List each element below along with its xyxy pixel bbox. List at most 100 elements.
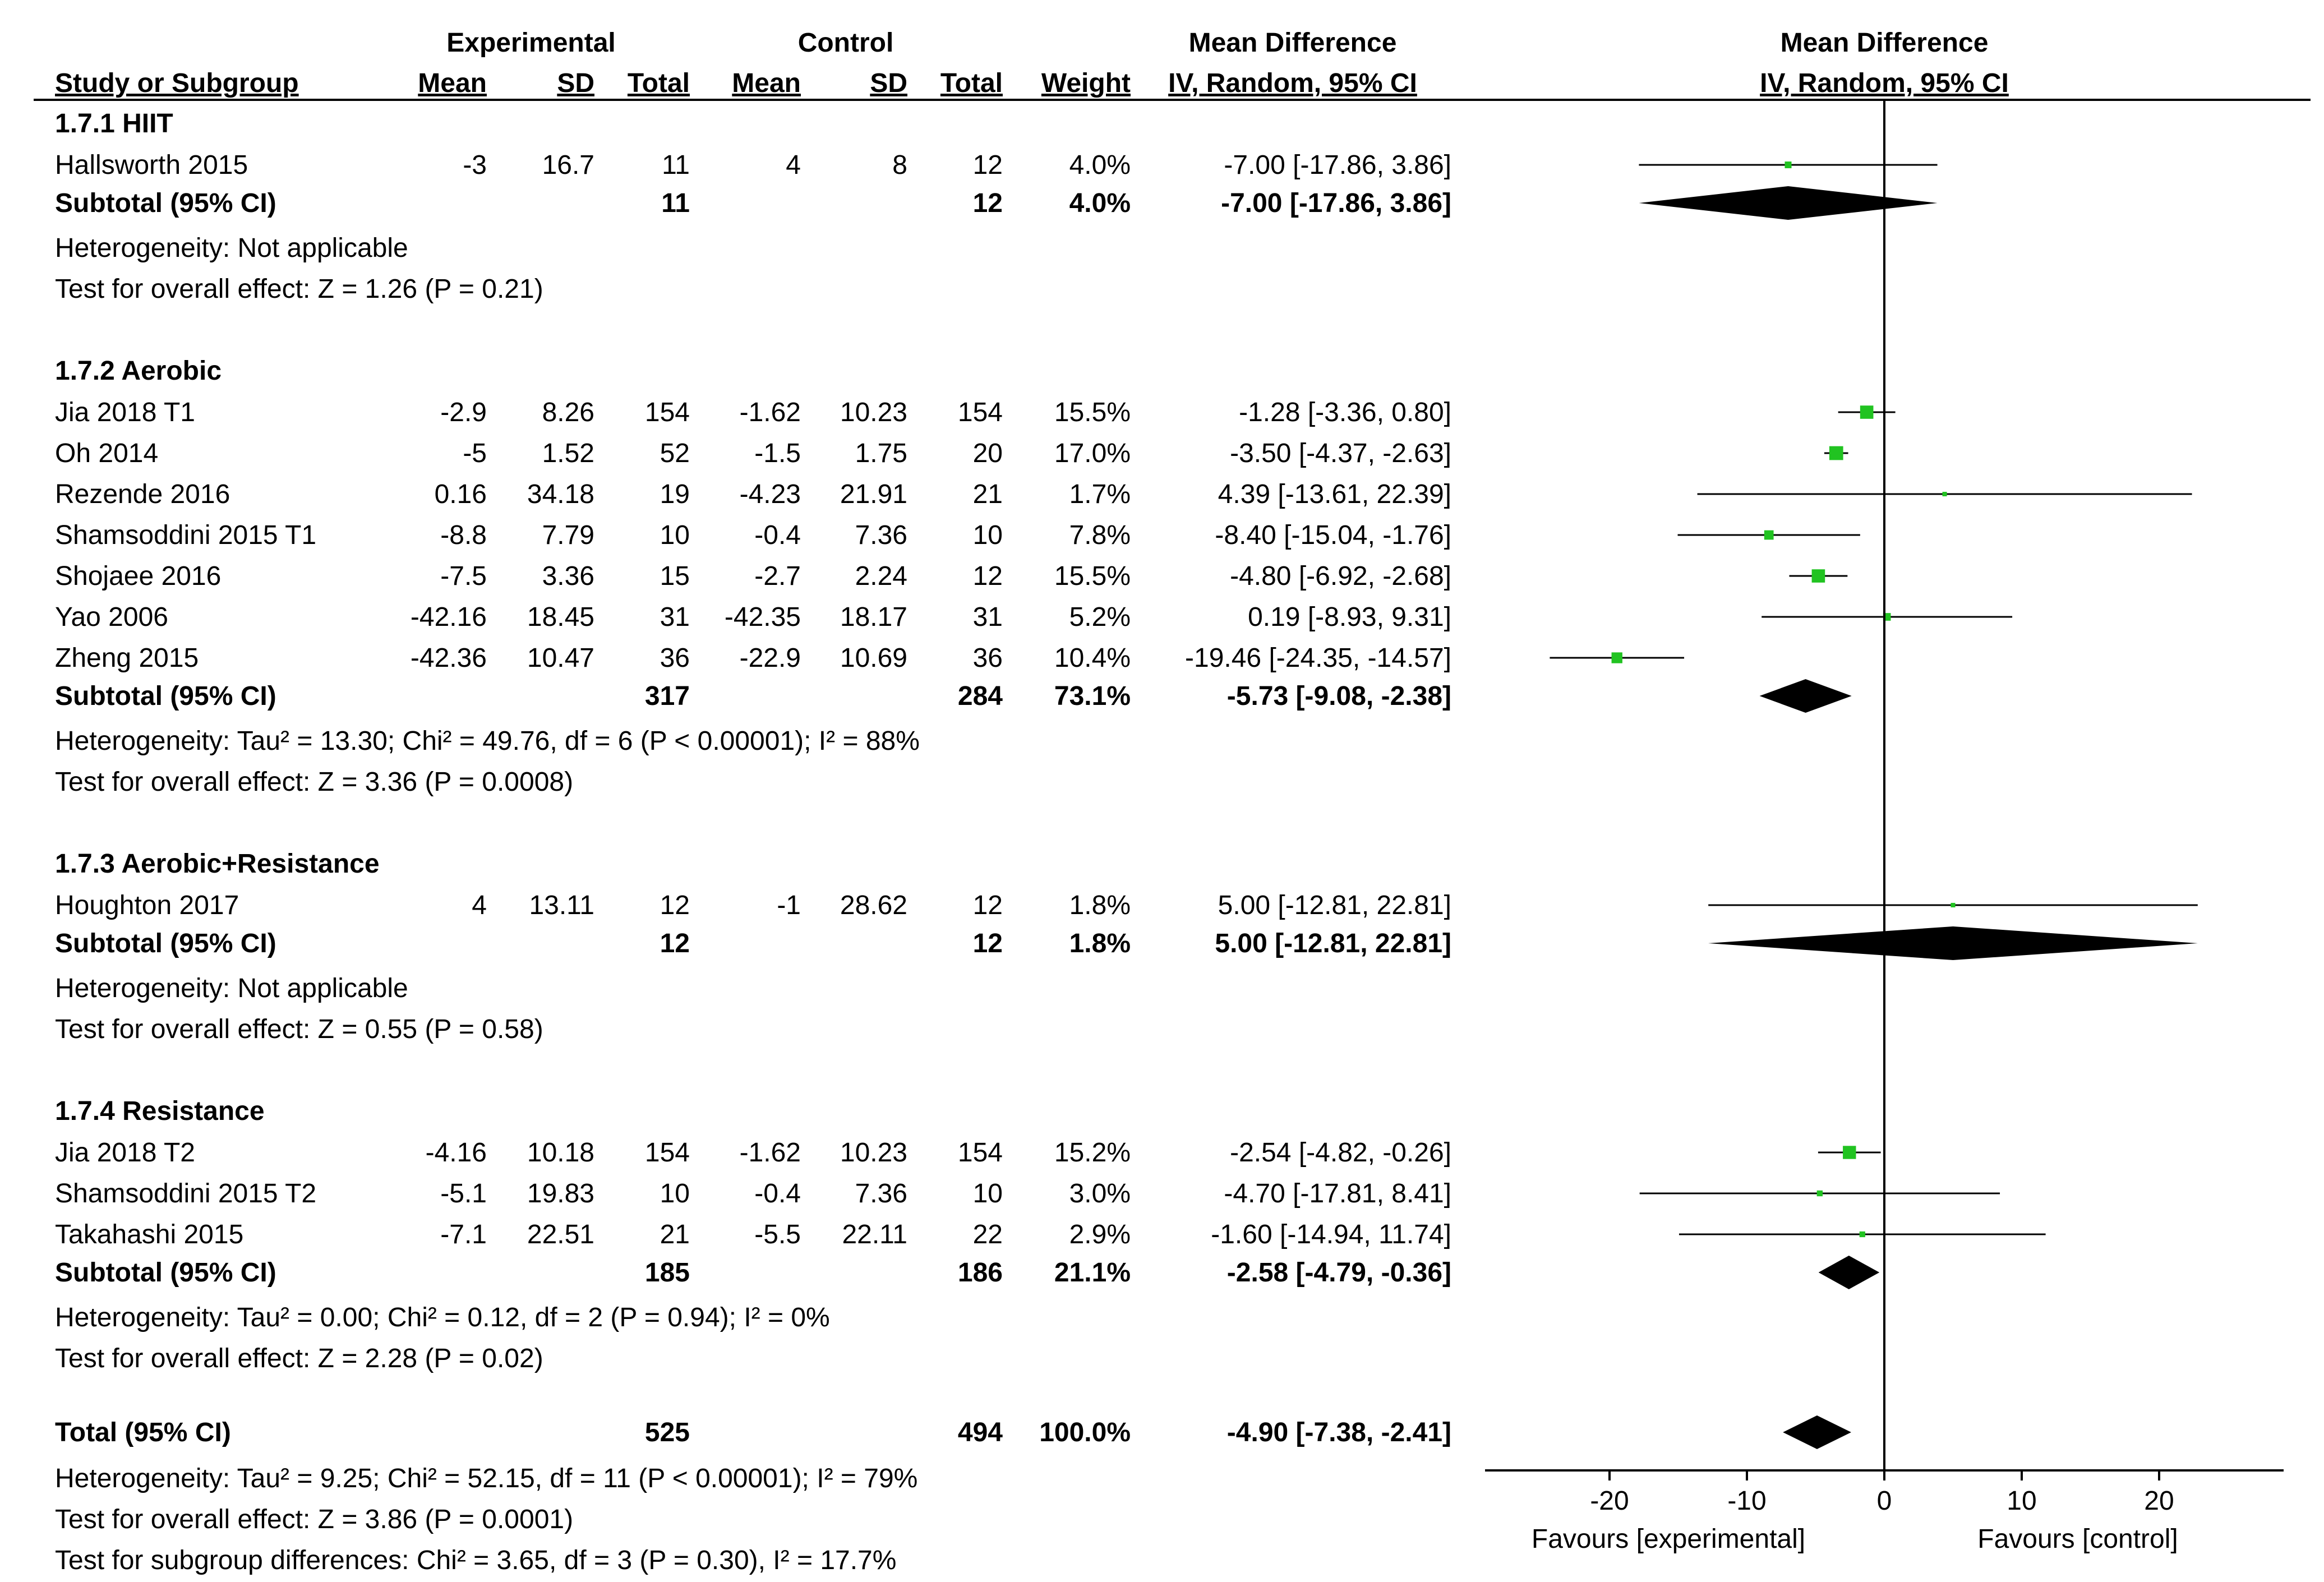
study-mean-experimental: -7.1 [440, 1220, 487, 1249]
subtotal-ci: -7.00 [-17.86, 3.86] [1221, 188, 1451, 218]
favours-control-label: Favours [control] [1977, 1524, 2178, 1554]
study-mean-control: -22.9 [740, 643, 801, 673]
study-total-control: 20 [973, 439, 1003, 468]
subgroup-title: 1.7.1 HIIT [55, 109, 173, 139]
subtotal-total-control: 284 [958, 681, 1003, 711]
study-mean-experimental: -7.5 [440, 561, 487, 591]
study-sd-control: 10.23 [840, 398, 907, 427]
study-mean-control: -0.4 [754, 1179, 801, 1209]
x-tick-label: 20 [2144, 1486, 2174, 1516]
study-total-experimental: 10 [660, 520, 690, 550]
study-total-control: 31 [973, 602, 1003, 632]
favours-experimental-label: Favours [experimental] [1532, 1524, 1805, 1554]
study-mean-control: -1 [777, 891, 801, 920]
col-mean-experimental: Mean [418, 68, 487, 98]
subgroup-title: 1.7.2 Aerobic [55, 356, 222, 386]
x-axis-ticks: -20 -10 0 10 20 [1590, 1470, 2174, 1516]
study-mean-experimental: -3 [463, 150, 487, 180]
subtotal-label: Subtotal (95% CI) [55, 929, 276, 958]
study-ci: -19.46 [-24.35, -14.57] [1185, 643, 1451, 673]
study-sd-control: 1.75 [855, 439, 907, 468]
total-total-experimental: 525 [645, 1418, 690, 1447]
study-total-control: 10 [973, 520, 1003, 550]
subtotal-ci: -2.58 [-4.79, -0.36] [1227, 1258, 1451, 1288]
study-ci: -1.60 [-14.94, 11.74] [1211, 1220, 1451, 1249]
study-sd-experimental: 10.47 [527, 643, 594, 673]
subtotal-total-control: 12 [973, 188, 1003, 218]
study-weight: 15.5% [1054, 398, 1131, 427]
study-total-control: 36 [973, 643, 1003, 673]
study-total-experimental: 12 [660, 891, 690, 920]
study-mean-control: -5.5 [754, 1220, 801, 1249]
study-sd-experimental: 22.51 [527, 1220, 594, 1249]
study-sd-control: 8 [892, 150, 907, 180]
total-heterogeneity: Heterogeneity: Tau² = 9.25; Chi² = 52.15… [55, 1464, 917, 1493]
study-ci: -8.40 [-15.04, -1.76] [1215, 520, 1451, 550]
x-tick-label: 10 [2007, 1486, 2036, 1516]
study-sd-control: 21.91 [840, 479, 907, 509]
study-total-control: 10 [973, 1179, 1003, 1209]
col-study: Study or Subgroup [55, 68, 299, 98]
col-sd-experimental: SD [557, 68, 594, 98]
subtotal-total-control: 186 [958, 1258, 1003, 1288]
study-ci: -4.80 [-6.92, -2.68] [1230, 561, 1451, 591]
study-marker [1816, 1190, 1823, 1197]
study-total-experimental: 36 [660, 643, 690, 673]
table-rows: 1.7.1 HIIT Hallsworth 2015 -3 16.7 11 4 8 12 4.0… [55, 109, 2198, 1575]
study-total-experimental: 154 [645, 398, 690, 427]
study-sd-experimental: 7.79 [542, 520, 594, 550]
subtotal-label: Subtotal (95% CI) [55, 1258, 276, 1288]
study-marker [1811, 569, 1825, 583]
study-ci: -7.00 [-17.86, 3.86] [1224, 150, 1451, 180]
study-mean-experimental: -42.16 [411, 602, 487, 632]
study-weight: 17.0% [1054, 439, 1131, 468]
study-sd-control: 2.24 [855, 561, 907, 591]
study-marker [1942, 492, 1947, 496]
subtotal-ci: 5.00 [-12.81, 22.81] [1215, 929, 1451, 958]
header-group-control: Control [798, 28, 894, 58]
subgroup-title: 1.7.3 Aerobic+Resistance [55, 849, 380, 879]
study-total-control: 12 [973, 891, 1003, 920]
study-total-control: 154 [958, 1138, 1003, 1168]
subtotal-diamond [1818, 1256, 1880, 1289]
study-weight: 7.8% [1069, 520, 1131, 550]
study-mean-control: -1.5 [754, 439, 801, 468]
x-tick-label: 0 [1877, 1486, 1892, 1516]
total-weight: 100.0% [1039, 1418, 1131, 1447]
col-sd-control: SD [870, 68, 907, 98]
total-diamond [1783, 1415, 1851, 1449]
study-marker [1951, 902, 1956, 908]
col-total-experimental: Total [628, 68, 690, 98]
study-sd-experimental: 3.36 [542, 561, 594, 591]
subgroup-heterogeneity: Heterogeneity: Not applicable [55, 233, 408, 263]
study-sd-experimental: 13.11 [529, 891, 594, 920]
study-total-experimental: 154 [645, 1138, 690, 1168]
subtotal-label: Subtotal (95% CI) [55, 188, 276, 218]
study-name: Rezende 2016 [55, 479, 230, 509]
study-mean-experimental: 4 [472, 891, 487, 920]
study-name: Oh 2014 [55, 439, 158, 468]
study-total-experimental: 21 [660, 1220, 690, 1249]
study-total-control: 154 [958, 398, 1003, 427]
study-sd-control: 10.23 [840, 1138, 907, 1168]
study-ci: -2.54 [-4.82, -0.26] [1230, 1138, 1451, 1168]
study-sd-control: 7.36 [855, 520, 907, 550]
study-total-control: 22 [973, 1220, 1003, 1249]
study-name: Yao 2006 [55, 602, 168, 632]
subtotal-weight: 4.0% [1069, 188, 1131, 218]
subgroup-heterogeneity: Heterogeneity: Tau² = 0.00; Chi² = 0.12,… [55, 1303, 830, 1332]
subtotal-ci: -5.73 [-9.08, -2.38] [1227, 681, 1451, 711]
study-ci: 5.00 [-12.81, 22.81] [1218, 891, 1451, 920]
study-total-experimental: 10 [660, 1179, 690, 1209]
study-sd-control: 10.69 [840, 643, 907, 673]
total-label: Total (95% CI) [55, 1418, 231, 1447]
study-marker [1785, 162, 1792, 168]
study-mean-experimental: -8.8 [440, 520, 487, 550]
subtotal-diamond [1639, 186, 1938, 220]
subgroup-overall-effect: Test for overall effect: Z = 3.36 (P = 0… [55, 767, 573, 797]
col-weight: Weight [1041, 68, 1131, 98]
study-total-experimental: 52 [660, 439, 690, 468]
study-ci: -3.50 [-4.37, -2.63] [1230, 439, 1451, 468]
study-sd-control: 18.17 [840, 602, 907, 632]
